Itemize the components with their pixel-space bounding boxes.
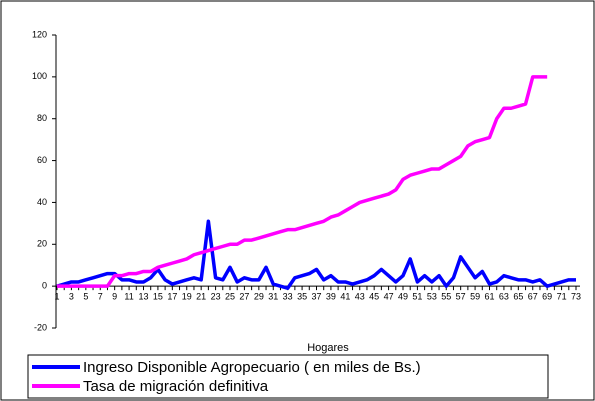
x-tick-label: 39 <box>326 292 336 302</box>
x-tick-label: 61 <box>484 292 494 302</box>
legend-box <box>27 354 549 399</box>
series-line <box>56 219 576 290</box>
x-tick-label: 21 <box>196 292 206 302</box>
y-tick-label: 0 <box>42 281 47 291</box>
y-tick-label: 20 <box>37 239 47 249</box>
x-tick-label: 25 <box>225 292 235 302</box>
y-tick-label: 60 <box>37 155 47 165</box>
x-tick-label: 47 <box>384 292 394 302</box>
x-tick-label: 55 <box>441 292 451 302</box>
x-tick-label: 23 <box>211 292 221 302</box>
legend-label: Tasa de migración definitiva <box>83 378 269 395</box>
x-tick-label: 41 <box>340 292 350 302</box>
x-tick-label: 37 <box>311 292 321 302</box>
x-tick-label: 71 <box>557 292 567 302</box>
y-tick-label: 80 <box>37 113 47 123</box>
x-tick-label: 57 <box>456 292 466 302</box>
x-tick-label: 19 <box>182 292 192 302</box>
x-tick-label: 65 <box>513 292 523 302</box>
x-tick-label: 73 <box>571 292 581 302</box>
x-tick-label: 35 <box>297 292 307 302</box>
x-tick-label: 31 <box>268 292 278 302</box>
x-tick-label: 5 <box>83 292 88 302</box>
x-tick-label: 63 <box>499 292 509 302</box>
y-tick-label: 40 <box>37 197 47 207</box>
x-tick-label: 45 <box>369 292 379 302</box>
x-tick-label: 1 <box>54 292 59 302</box>
x-tick-label: 67 <box>528 292 538 302</box>
x-tick-label: 3 <box>69 292 74 302</box>
x-tick-label: 49 <box>398 292 408 302</box>
x-tick-label: 59 <box>470 292 480 302</box>
x-tick-label: 11 <box>124 292 133 302</box>
x-tick-label: 33 <box>283 292 293 302</box>
y-tick-label: 120 <box>32 29 47 39</box>
x-tick-label: 69 <box>542 292 552 302</box>
x-tick-label: 9 <box>112 292 117 302</box>
x-tick-label: 15 <box>153 292 163 302</box>
x-tick-label: 43 <box>355 292 365 302</box>
series-line <box>57 75 548 288</box>
y-tick-label: -20 <box>34 322 47 332</box>
x-tick-label: 13 <box>138 292 148 302</box>
x-tick-label: 27 <box>239 292 249 302</box>
x-tick-label: 51 <box>412 292 422 302</box>
x-tick-label: 7 <box>98 292 103 302</box>
x-axis-label: Hogares <box>307 342 349 354</box>
y-tick-label: 100 <box>32 71 47 81</box>
x-tick-label: 53 <box>427 292 437 302</box>
x-tick-label: 29 <box>254 292 264 302</box>
legend-label: Ingreso Disponible Agropecuario ( en mil… <box>83 359 421 376</box>
x-tick-label: 17 <box>167 292 177 302</box>
